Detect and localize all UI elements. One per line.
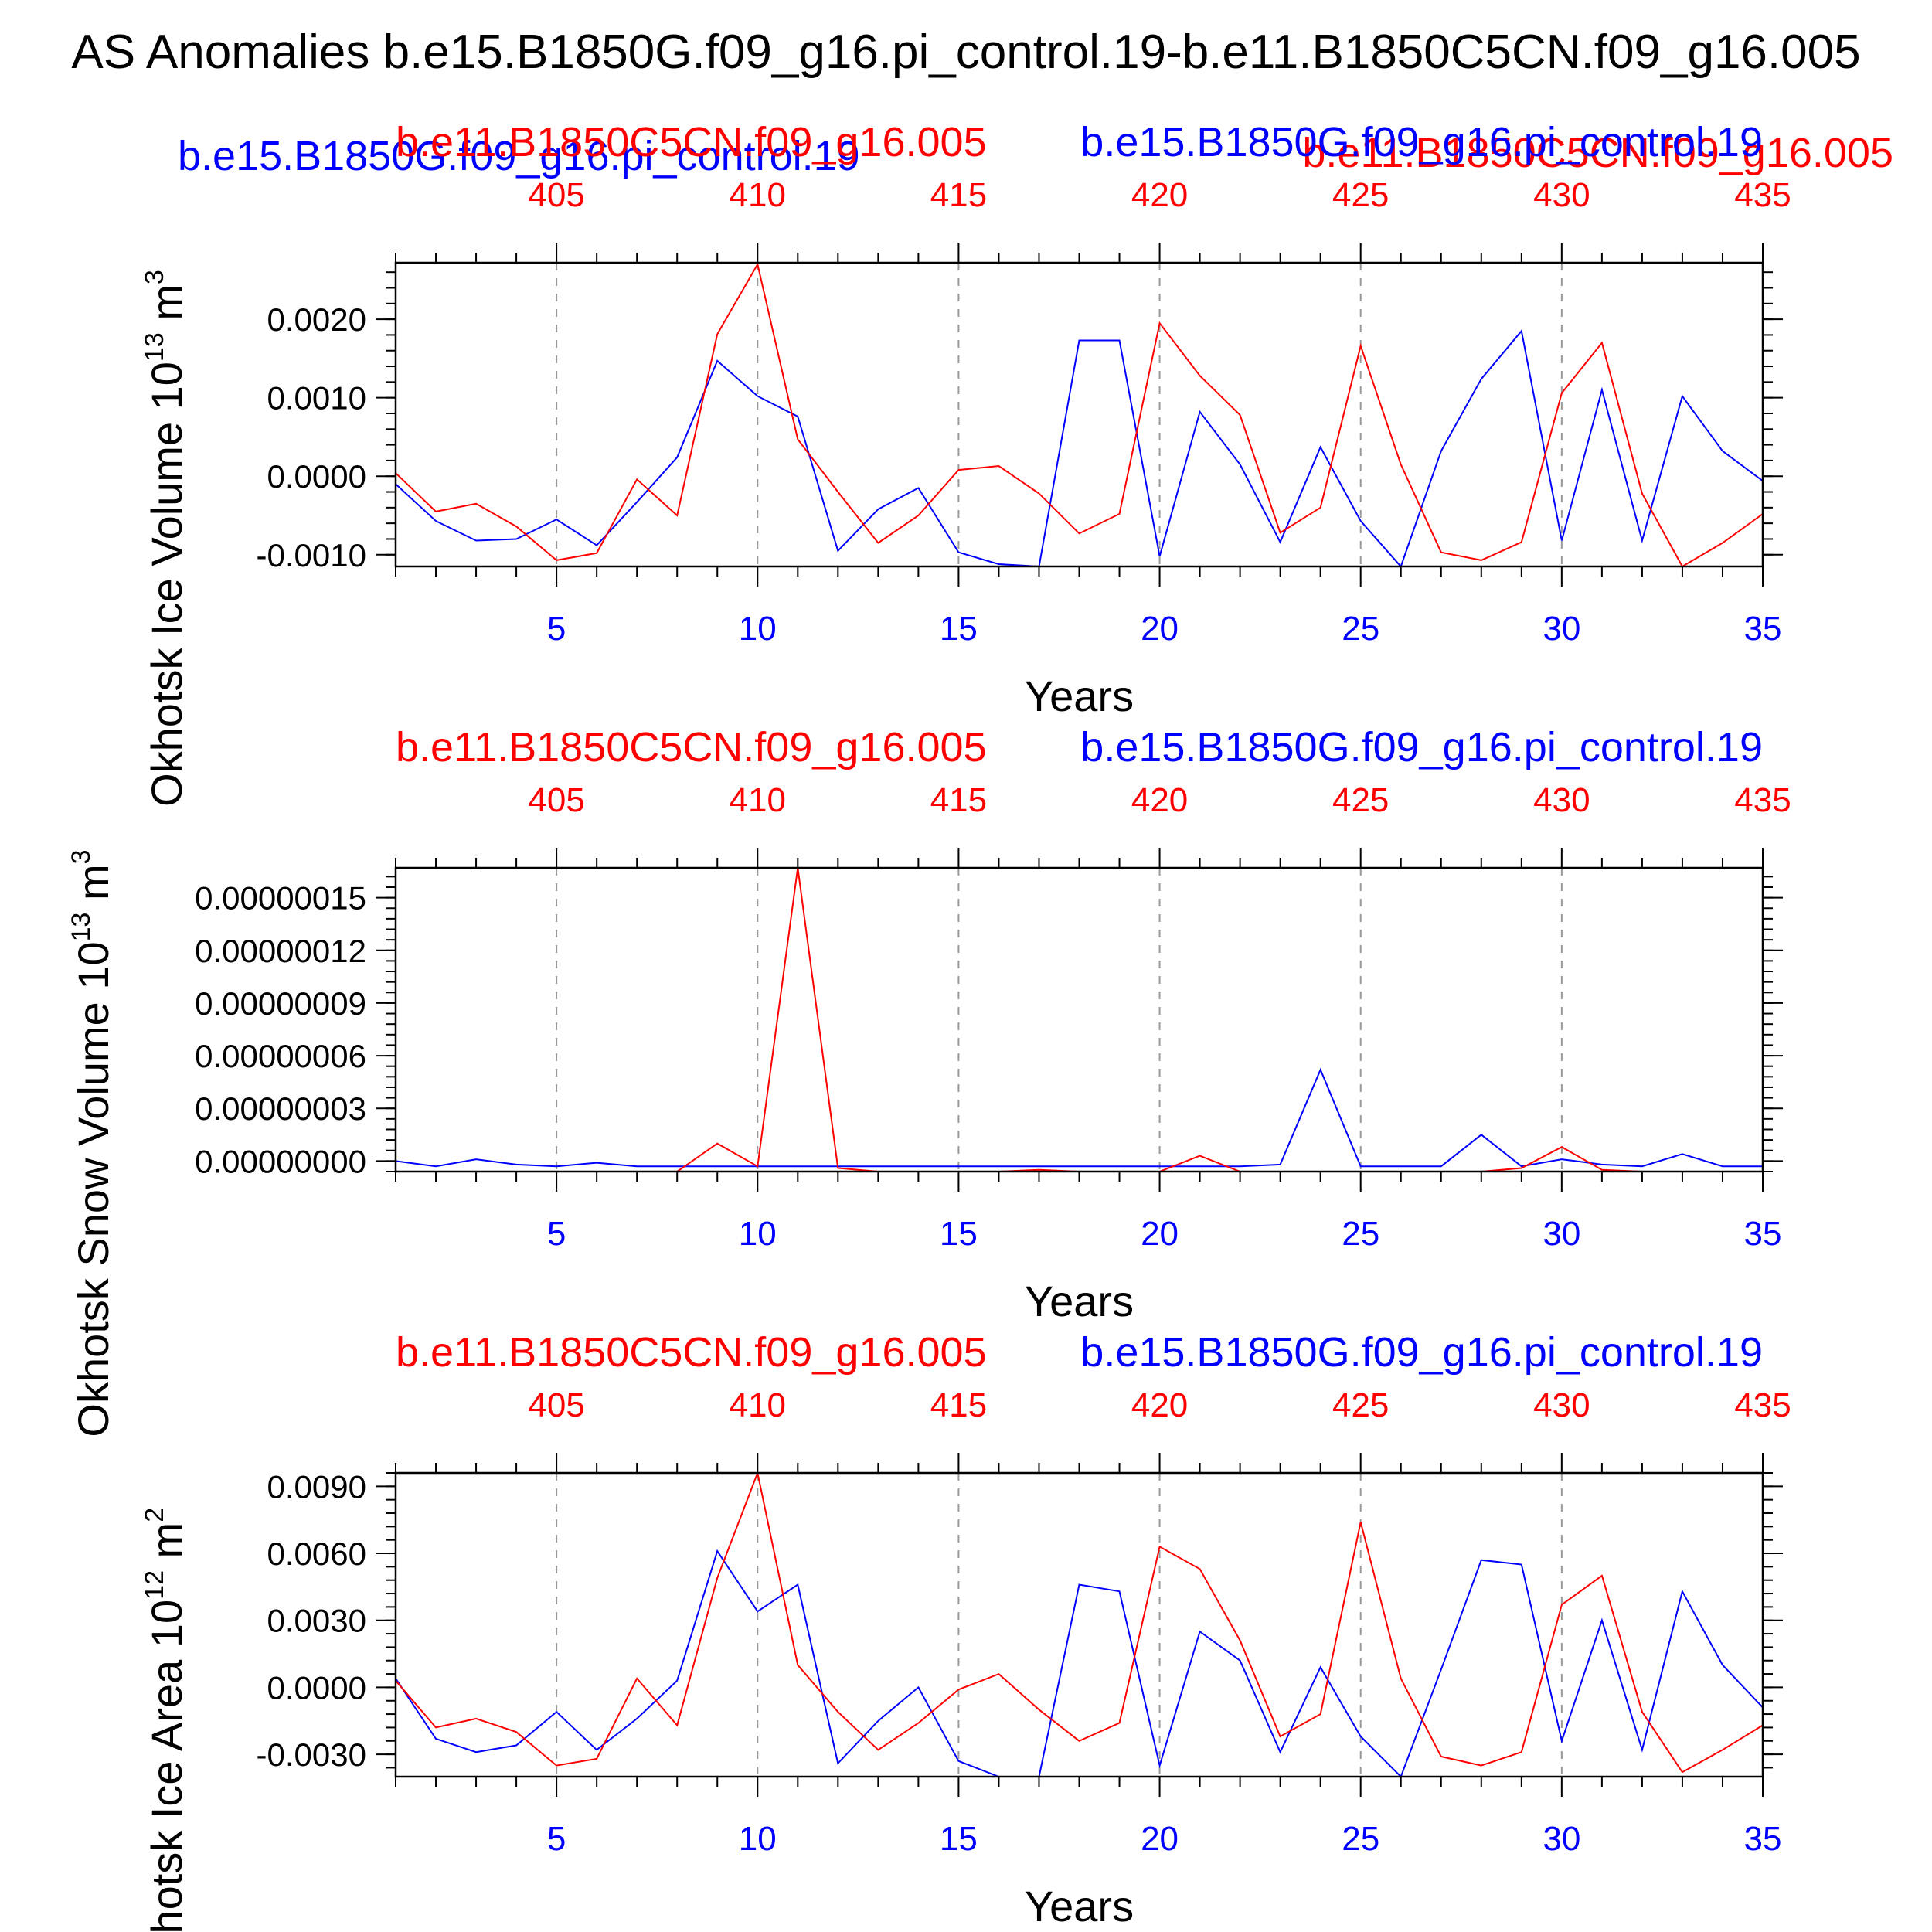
x-tick-label-top: 425 xyxy=(1332,176,1389,214)
x-tick-label-bottom: 25 xyxy=(1342,1820,1379,1858)
plot-frame xyxy=(394,1471,1764,1778)
x-tick-label-top: 435 xyxy=(1734,781,1791,819)
x-tick-label-top: 430 xyxy=(1533,176,1590,214)
x-tick-label-bottom: 10 xyxy=(739,610,777,648)
series-label-blue: b.e15.B1850G.f09_g16.pi_control.19 xyxy=(1080,1329,1763,1376)
x-tick-label-bottom: 5 xyxy=(547,610,566,648)
x-tick-label-top: 415 xyxy=(930,1386,987,1424)
x-tick-label-top: 405 xyxy=(528,781,584,819)
chart-panel-2: 5 10 15 20 25 30 35 405 410 415 420 425 430 435 0.0000… xyxy=(66,724,1791,1437)
x-axis-title: Years xyxy=(1025,1277,1134,1325)
y-axis-title-exponent: 13 xyxy=(140,332,169,362)
x-tick-label-top: 405 xyxy=(528,1386,584,1424)
x-tick-label-bottom: 20 xyxy=(1141,1820,1179,1858)
y-axis-title-text: Okhotsk Ice Area 10 xyxy=(142,1600,191,1932)
x-tick-label-top: 420 xyxy=(1131,781,1188,819)
y-axis-title-text: Okhotsk Snow Volume 10 xyxy=(69,941,117,1437)
y-tick-label: 0.0020 xyxy=(267,301,366,338)
x-tick-label-top: 425 xyxy=(1332,1386,1389,1424)
y-axis-title: Okhotsk Ice Area 1012 m2 xyxy=(140,1508,191,1932)
x-tick-label-top: 430 xyxy=(1533,1386,1590,1424)
y-axis-title-unit-exponent: 2 xyxy=(140,1508,169,1522)
y-axis-title-exponent: 12 xyxy=(140,1570,169,1600)
x-axis-title: Years xyxy=(1025,672,1134,720)
legend-red-label: b.e11.B1850C5CN.f09_g16.005 xyxy=(1302,130,1893,176)
series-label-red: b.e11.B1850C5CN.f09_g16.005 xyxy=(396,1329,987,1376)
x-tick-label-bottom: 35 xyxy=(1744,1215,1782,1253)
y-tick-label: 0.0010 xyxy=(267,380,366,417)
x-tick-label-bottom: 10 xyxy=(739,1820,777,1858)
x-tick-label-top: 410 xyxy=(730,176,786,214)
legend-blue-label: b.e15.B1850G.f09_g16.pi_control.19 xyxy=(178,133,860,179)
x-tick-label-bottom: 30 xyxy=(1543,610,1580,648)
x-tick-label-bottom: 15 xyxy=(940,1215,978,1253)
x-tick-label-top: 405 xyxy=(528,176,584,214)
series-label-red: b.e11.B1850C5CN.f09_g16.005 xyxy=(396,119,987,165)
plot-frame xyxy=(394,866,1764,1173)
chart-panel-1: 5 10 15 20 25 30 35 405 410 415 420 425 430 435 -0.001… xyxy=(140,119,1791,807)
series-line-blue xyxy=(395,1549,1764,1778)
y-tick-label: 0.00000003 xyxy=(195,1090,366,1127)
y-axis-title-unit: m xyxy=(69,864,117,912)
y-tick-label: 0.00000009 xyxy=(195,985,366,1022)
y-tick-label: -0.0010 xyxy=(257,537,366,573)
y-axis-title-unit-exponent: 3 xyxy=(66,849,96,864)
y-tick-label: 0.0000 xyxy=(267,1669,366,1706)
y-tick-label: 0.0030 xyxy=(267,1603,366,1639)
y-axis-title-unit: m xyxy=(142,1522,191,1570)
x-tick-label-bottom: 15 xyxy=(940,610,978,648)
y-axis-title-unit-exponent: 3 xyxy=(140,270,169,284)
y-tick-label: 0.0060 xyxy=(267,1536,366,1572)
x-tick-label-top: 420 xyxy=(1131,1386,1188,1424)
series-line-blue xyxy=(395,329,1764,568)
x-tick-label-bottom: 20 xyxy=(1141,1215,1179,1253)
x-tick-label-bottom: 35 xyxy=(1744,610,1782,648)
x-tick-label-top: 415 xyxy=(930,781,987,819)
x-tick-label-bottom: 25 xyxy=(1342,1215,1379,1253)
x-tick-label-bottom: 35 xyxy=(1744,1820,1782,1858)
series-label-blue: b.e15.B1850G.f09_g16.pi_control.19 xyxy=(1080,119,1763,165)
x-tick-label-bottom: 10 xyxy=(739,1215,777,1253)
y-tick-label: 0.00000006 xyxy=(195,1038,366,1074)
x-tick-label-bottom: 5 xyxy=(547,1820,566,1858)
y-tick-label: 0.00000000 xyxy=(195,1143,366,1179)
figure-title: AS Anomalies b.e15.B1850G.f09_g16.pi_con… xyxy=(71,26,1860,79)
y-tick-label: 0.0000 xyxy=(267,458,366,495)
y-axis-title-text: Okhotsk Ice Volume 10 xyxy=(142,362,191,807)
x-tick-label-top: 430 xyxy=(1533,781,1590,819)
x-tick-label-top: 435 xyxy=(1734,176,1791,214)
series-line-red xyxy=(396,867,1763,1172)
x-tick-label-bottom: 25 xyxy=(1342,610,1379,648)
x-tick-label-top: 415 xyxy=(930,176,987,214)
x-tick-label-bottom: 30 xyxy=(1543,1820,1580,1858)
x-tick-label-top: 425 xyxy=(1332,781,1389,819)
series-line-blue xyxy=(395,1067,1763,1168)
y-axis-title: Okhotsk Snow Volume 1013 m3 xyxy=(66,849,117,1437)
x-tick-label-bottom: 20 xyxy=(1141,610,1179,648)
x-axis-title: Years xyxy=(1025,1882,1134,1930)
x-tick-label-top: 420 xyxy=(1131,176,1188,214)
x-tick-label-bottom: 15 xyxy=(940,1820,978,1858)
y-tick-label: -0.0030 xyxy=(257,1736,366,1773)
series-label-red: b.e11.B1850C5CN.f09_g16.005 xyxy=(396,724,987,770)
x-tick-label-bottom: 5 xyxy=(547,1215,566,1253)
y-tick-label: 0.0090 xyxy=(267,1468,366,1505)
chart-panel-3: 5 10 15 20 25 30 35 405 410 415 420 425 430 435 -0.003… xyxy=(140,1329,1791,1932)
x-tick-label-top: 410 xyxy=(730,781,786,819)
x-tick-label-bottom: 30 xyxy=(1543,1215,1580,1253)
x-tick-label-top: 435 xyxy=(1734,1386,1791,1424)
y-axis-title-unit: m xyxy=(142,284,191,332)
series-label-blue: b.e15.B1850G.f09_g16.pi_control.19 xyxy=(1080,724,1763,770)
y-tick-label: 0.00000012 xyxy=(195,933,366,969)
series-line-red xyxy=(395,1470,1764,1774)
x-tick-label-top: 410 xyxy=(730,1386,786,1424)
y-axis-title: Okhotsk Ice Volume 1013 m3 xyxy=(140,270,191,807)
series-line-red xyxy=(395,262,1764,568)
y-tick-label: 0.00000015 xyxy=(195,880,366,917)
y-axis-title-exponent: 13 xyxy=(66,913,96,942)
